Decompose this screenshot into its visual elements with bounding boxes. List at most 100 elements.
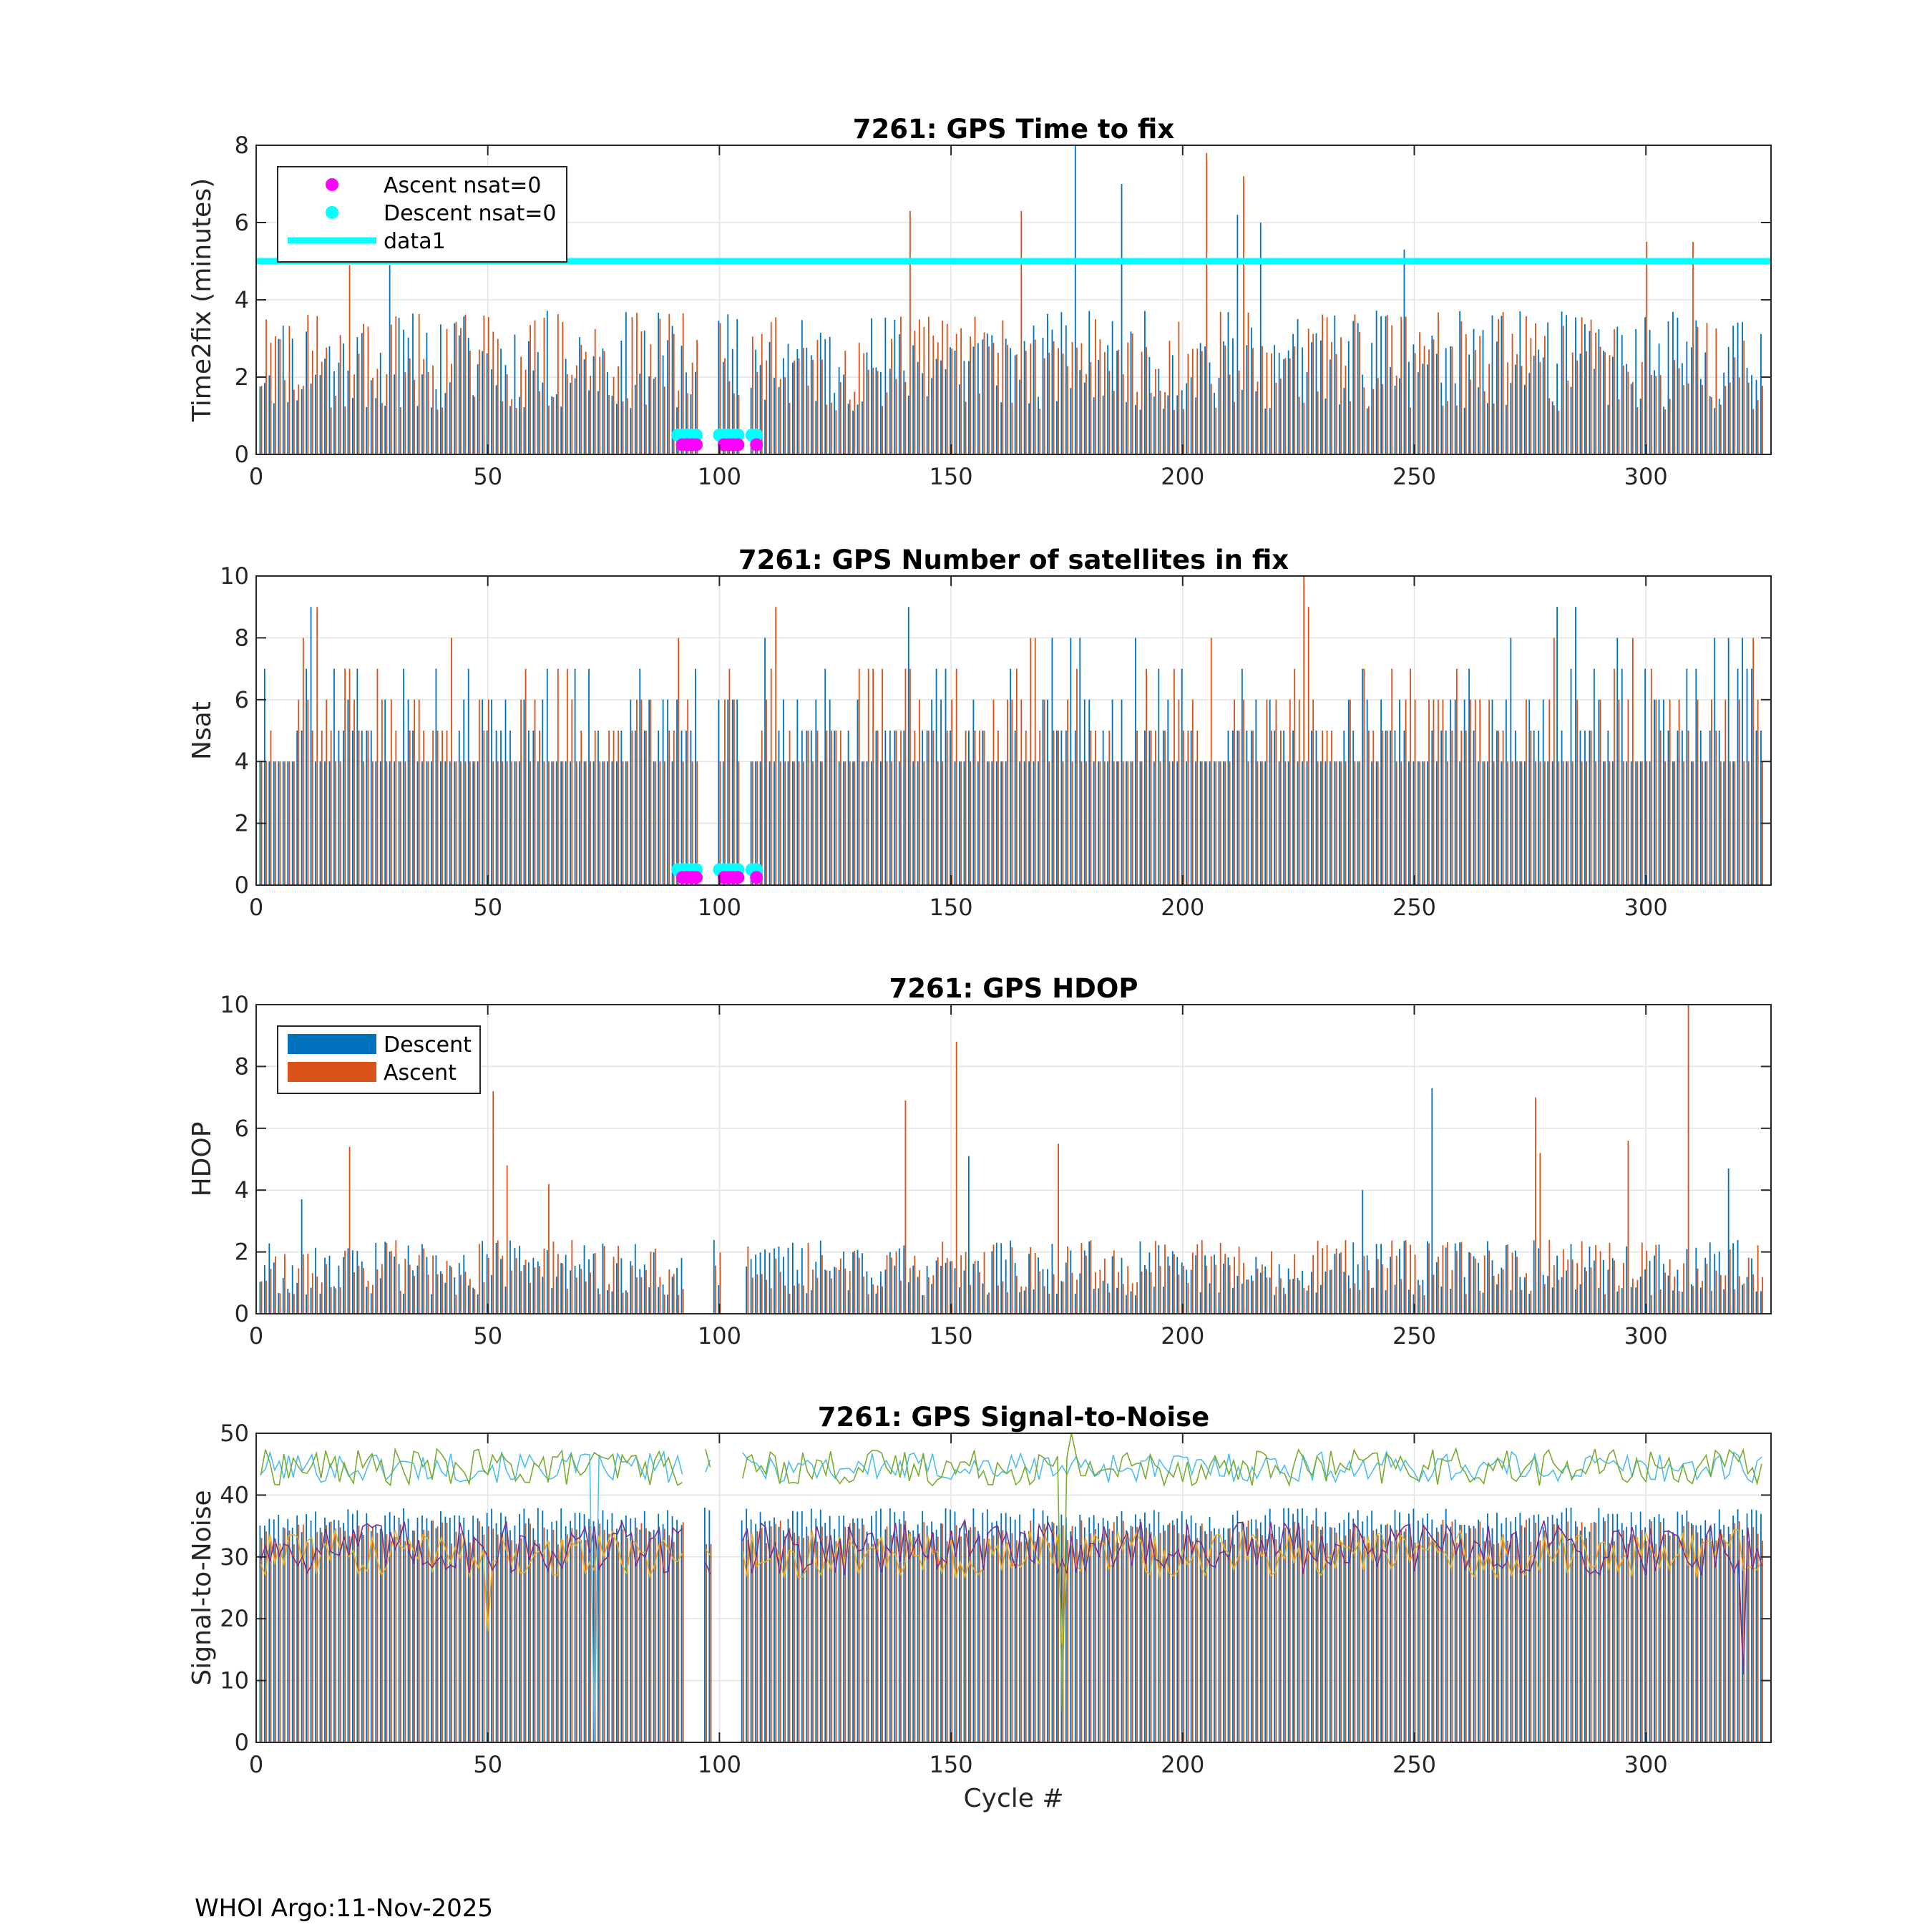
bar — [1174, 668, 1175, 885]
bar — [1742, 322, 1743, 454]
bar — [1139, 761, 1141, 885]
snr-bar — [449, 1517, 451, 1742]
bar — [620, 731, 623, 885]
snr-bar — [1575, 1521, 1576, 1742]
bar — [1338, 1253, 1340, 1314]
snr-bar — [1229, 1528, 1231, 1742]
snr-bar — [667, 1510, 669, 1742]
bar — [1626, 761, 1628, 885]
bar — [500, 348, 502, 454]
bar — [1473, 731, 1475, 885]
snr-bar — [1602, 1517, 1604, 1742]
x-tick-label: 250 — [1392, 894, 1436, 921]
legend-swatch — [288, 1062, 376, 1082]
bar — [766, 1279, 768, 1314]
bar — [1326, 1245, 1328, 1314]
bar — [1496, 341, 1498, 454]
bar — [1002, 320, 1004, 454]
bar — [1375, 761, 1377, 885]
bar — [1737, 1240, 1739, 1314]
bar — [879, 1272, 882, 1314]
bar — [1083, 699, 1085, 885]
bar — [1317, 761, 1319, 885]
bar — [1011, 699, 1013, 885]
snr-bar — [1366, 1516, 1368, 1742]
bar — [1176, 761, 1179, 885]
snr-bar — [356, 1510, 358, 1742]
snr-bar — [983, 1538, 985, 1742]
bar — [1528, 699, 1531, 885]
snr-bar — [904, 1521, 907, 1742]
bar — [1047, 313, 1048, 454]
snr-bar — [1098, 1523, 1100, 1742]
bar — [1762, 1277, 1764, 1314]
bar — [1338, 761, 1340, 885]
bar — [1324, 1271, 1327, 1314]
bar — [386, 1242, 388, 1314]
bar — [307, 314, 309, 454]
snr-bar — [1218, 1528, 1220, 1742]
bar — [1181, 668, 1183, 885]
bar — [1543, 336, 1546, 454]
bar — [1478, 1262, 1479, 1314]
bar — [1302, 347, 1303, 454]
bar — [1511, 761, 1513, 885]
bar — [1098, 1288, 1100, 1314]
bar — [296, 400, 298, 454]
bar — [815, 1262, 817, 1314]
snr-bar — [460, 1533, 462, 1742]
bar — [718, 699, 720, 885]
bar — [663, 761, 665, 885]
snr-bar — [436, 1526, 439, 1742]
snr-bar — [645, 1528, 647, 1742]
bar — [1607, 1269, 1609, 1314]
bar — [812, 761, 814, 885]
bar — [630, 699, 632, 885]
snr-bar — [1312, 1520, 1314, 1742]
bar — [1345, 1240, 1347, 1314]
bar — [302, 386, 304, 454]
snr-bar — [1391, 1541, 1393, 1742]
snr-bar — [344, 1531, 346, 1742]
bar — [778, 386, 780, 454]
bar — [1391, 325, 1393, 454]
bar — [444, 393, 447, 454]
bar — [668, 731, 670, 885]
bar — [852, 1252, 854, 1314]
bar — [1219, 761, 1221, 885]
bar — [1715, 1270, 1717, 1314]
snr-bar — [1250, 1519, 1252, 1742]
snr-bar — [1011, 1533, 1013, 1742]
x-tick-label: 200 — [1161, 1751, 1204, 1778]
bar — [946, 1258, 948, 1314]
bar — [555, 394, 557, 454]
bar — [1410, 1244, 1412, 1314]
bar — [467, 668, 469, 885]
bar — [615, 761, 618, 885]
bar — [1743, 340, 1745, 454]
bar — [1224, 1254, 1226, 1314]
snr-bar — [741, 1520, 743, 1742]
bar — [872, 668, 874, 885]
bar — [801, 320, 803, 454]
snr-bar — [801, 1511, 803, 1742]
bar — [970, 336, 971, 454]
bar — [918, 319, 920, 454]
snr-bar — [1126, 1530, 1127, 1742]
bar — [942, 1241, 944, 1314]
bar — [1169, 761, 1171, 885]
bar — [1493, 761, 1495, 885]
snr-bar — [791, 1511, 794, 1742]
bar — [965, 1252, 967, 1314]
bar — [1232, 338, 1234, 454]
snr-bar — [663, 1528, 665, 1742]
bar — [1658, 343, 1660, 454]
bar — [1535, 761, 1536, 885]
snr-bar — [1367, 1542, 1370, 1742]
bar — [463, 699, 465, 885]
snr-bar — [852, 1518, 854, 1742]
x-tick-label: 200 — [1161, 894, 1204, 921]
bar — [1445, 348, 1447, 454]
bar — [951, 699, 953, 885]
snr-bar — [1303, 1528, 1305, 1742]
